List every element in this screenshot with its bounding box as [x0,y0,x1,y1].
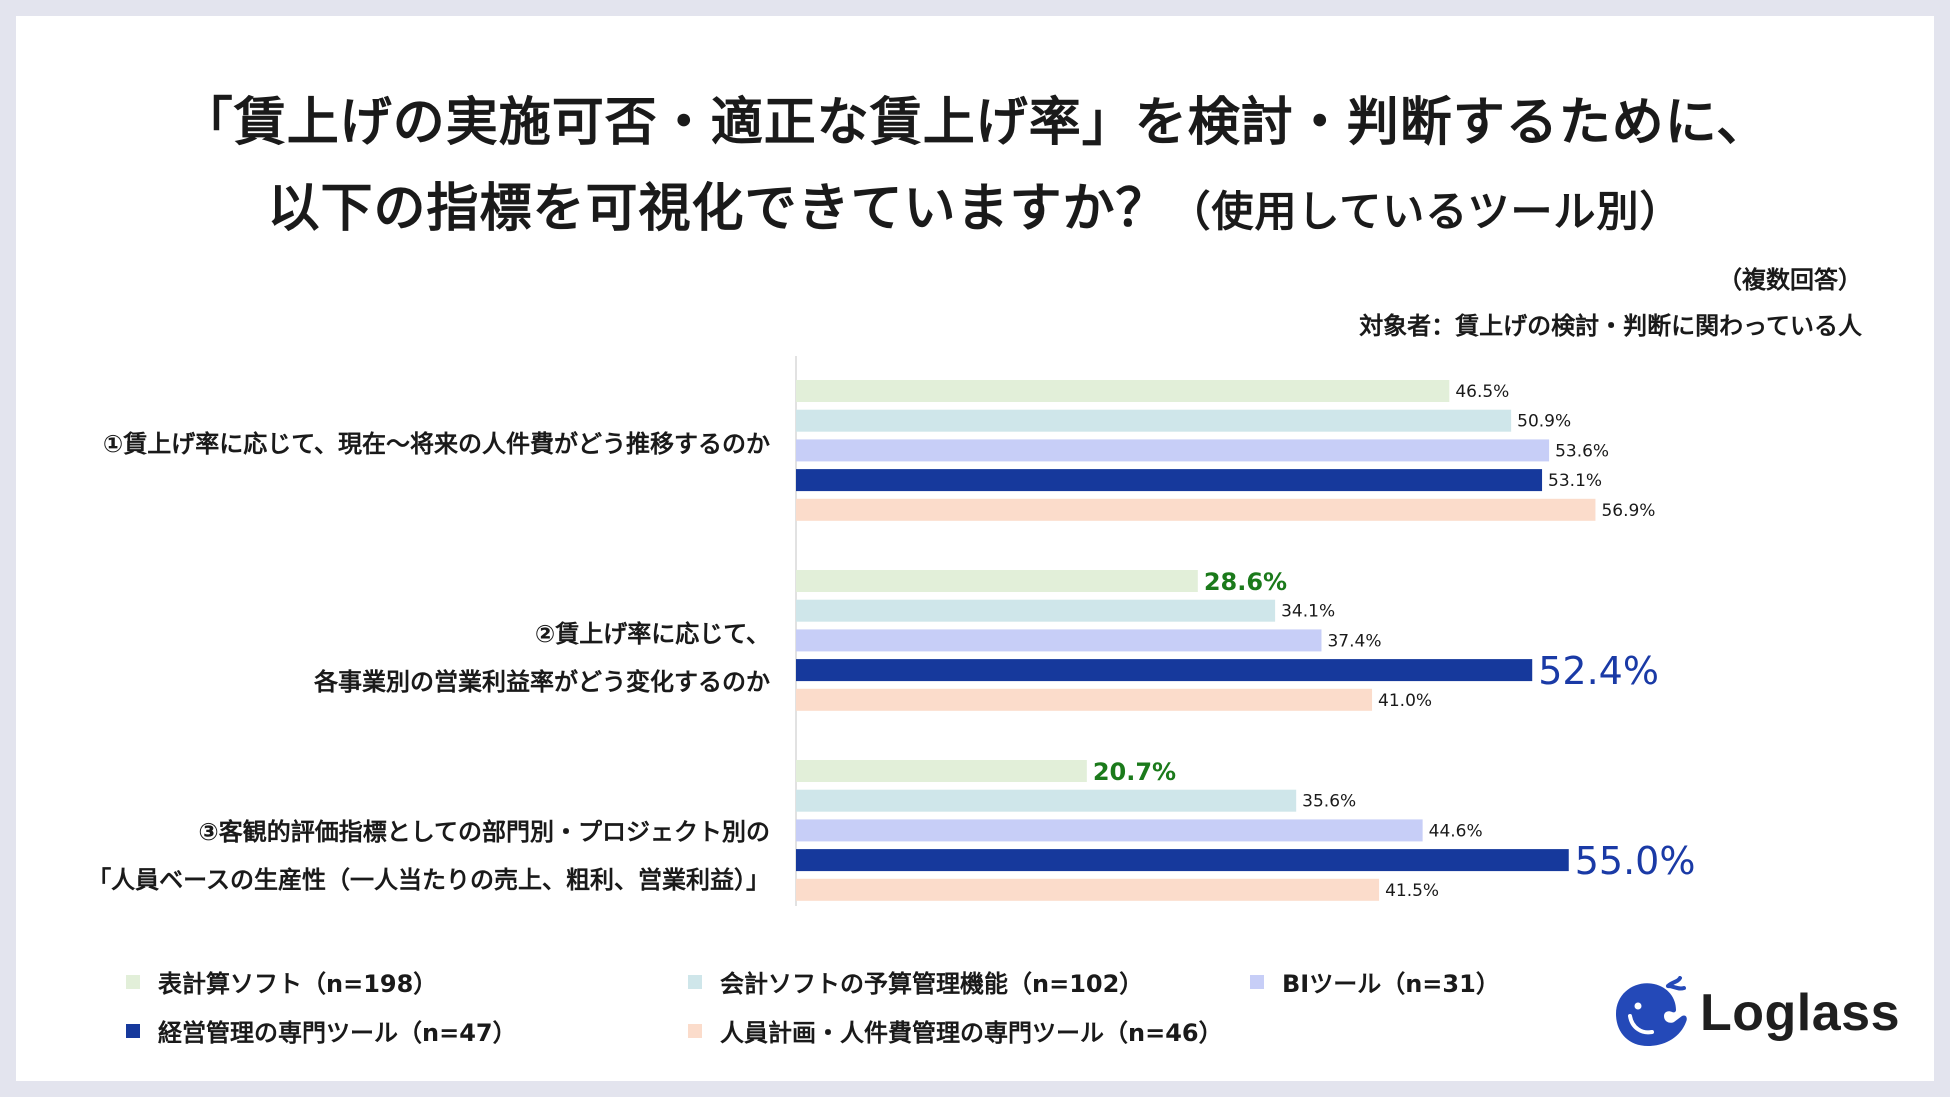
bar-c1-s5 [796,498,1596,521]
legend-item-5: 人員計画・人件費管理の専門ツール（n=46） [688,1013,1223,1048]
bar-c1-s2 [796,409,1512,432]
data-label-c2-s3: 37.4% [1327,631,1381,651]
bar-c2-s4 [796,659,1533,682]
category-label-2-line-2: 各事業別の営業利益率がどう変化するのか [314,668,770,696]
legend-label-5: 人員計画・人件費管理の専門ツール（n=46） [720,1019,1223,1047]
bar-c1-s1 [796,380,1450,402]
data-label-c1-s1: 46.5% [1455,382,1509,402]
bar-c3-s4 [796,849,1569,872]
bar-c2-s3 [796,629,1322,652]
brand-logo: Loglass [1608,976,1900,1050]
legend-item-4: 経営管理の専門ツール（n=47） [126,1013,517,1048]
chart-title-line1: 「賃上げの実施可否・適正な賃上げ率」を検討・判断するために、 [180,93,1770,153]
bar-c2-s5 [796,688,1373,711]
bar-c2-s1 [796,570,1198,592]
category-label-2: ②賃上げ率に応じて、各事業別の営業利益率がどう変化するのか [314,610,770,706]
data-label-c2-s2: 34.1% [1281,602,1335,622]
bar-c3-s5 [796,878,1380,901]
bar-c1-s4 [796,469,1543,492]
legend-label-3: BIツール（n=31） [1282,970,1500,998]
bar-c3-s2 [796,789,1297,812]
legend-label-1: 表計算ソフト（n=198） [158,970,438,998]
data-label-c3-s3: 44.6% [1429,821,1483,841]
category-label-3: ③客観的評価指標としての部門別・プロジェクト別の「人員ベースの生産性（一人当たり… [87,808,770,904]
bar-c3-s3 [796,819,1423,842]
data-label-c2-s1: 28.6% [1204,568,1287,596]
data-label-c2-s5: 41.0% [1378,691,1432,711]
category-label-2-line-1: ②賃上げ率に応じて、 [534,620,770,648]
legend-swatch-1 [126,974,140,989]
chart-title-main: 以下の指標を可視化できていますか？ [267,179,1169,239]
legend-swatch-2 [688,974,702,989]
bar-c1-s3 [796,439,1550,462]
category-label-3-line-2: 「人員ベースの生産性（一人当たりの売上、粗利、営業利益）」 [87,866,770,894]
target-note: 対象者：賃上げの検討・判断に関わっている人 [1359,312,1862,340]
data-label-c1-s5: 56.9% [1601,501,1655,521]
legend-item-3: BIツール（n=31） [1250,964,1500,999]
legend-item-1: 表計算ソフト（n=198） [126,964,437,999]
chart-title-line2: 以下の指標を可視化できていますか？（使用しているツール別） [16,166,1934,241]
chart-title-sub: （使用しているツール別） [1168,187,1683,236]
legend-label-2: 会計ソフトの予算管理機能（n=102） [720,970,1144,998]
legend-swatch-5 [688,1023,702,1038]
data-label-c1-s4: 53.1% [1548,471,1602,491]
legend-label-4: 経営管理の専門ツール（n=47） [158,1019,517,1047]
data-label-c3-s1: 20.7% [1093,758,1176,786]
data-label-c3-s2: 35.6% [1302,792,1356,812]
brand-name: Loglass [1700,984,1900,1042]
bar-c3-s1 [796,760,1087,782]
data-label-c1-s3: 53.6% [1555,441,1609,461]
bar-chart: 46.5% 50.9% 53.6% 53.1% 56.9% 28.6% 34.1% 37.4%… [795,356,1696,906]
data-label-c3-s4: 55.0% [1575,839,1696,883]
multiple-answer-note: （複数回答） [1718,266,1862,294]
chart-card: 「賃上げの実施可否・適正な賃上げ率」を検討・判断するために、 以下の指標を可視化… [16,16,1934,1081]
legend-swatch-4 [126,1023,140,1038]
category-label-1-line-1: ①賃上げ率に応じて、現在～将来の人件費がどう推移するのか [102,430,770,458]
data-label-c1-s2: 50.9% [1517,412,1571,432]
data-label-c3-s5: 41.5% [1385,881,1439,901]
category-label-1: ①賃上げ率に応じて、現在～将来の人件費がどう推移するのか [103,420,770,468]
data-label-c2-s4: 52.4% [1538,649,1659,693]
category-label-3-line-1: ③客観的評価指標としての部門別・プロジェクト別の [198,818,770,846]
bar-c2-s2 [796,599,1276,622]
whale-logo-icon [1616,976,1687,1046]
legend-item-2: 会計ソフトの予算管理機能（n=102） [688,964,1143,999]
legend-swatch-3 [1250,974,1264,989]
